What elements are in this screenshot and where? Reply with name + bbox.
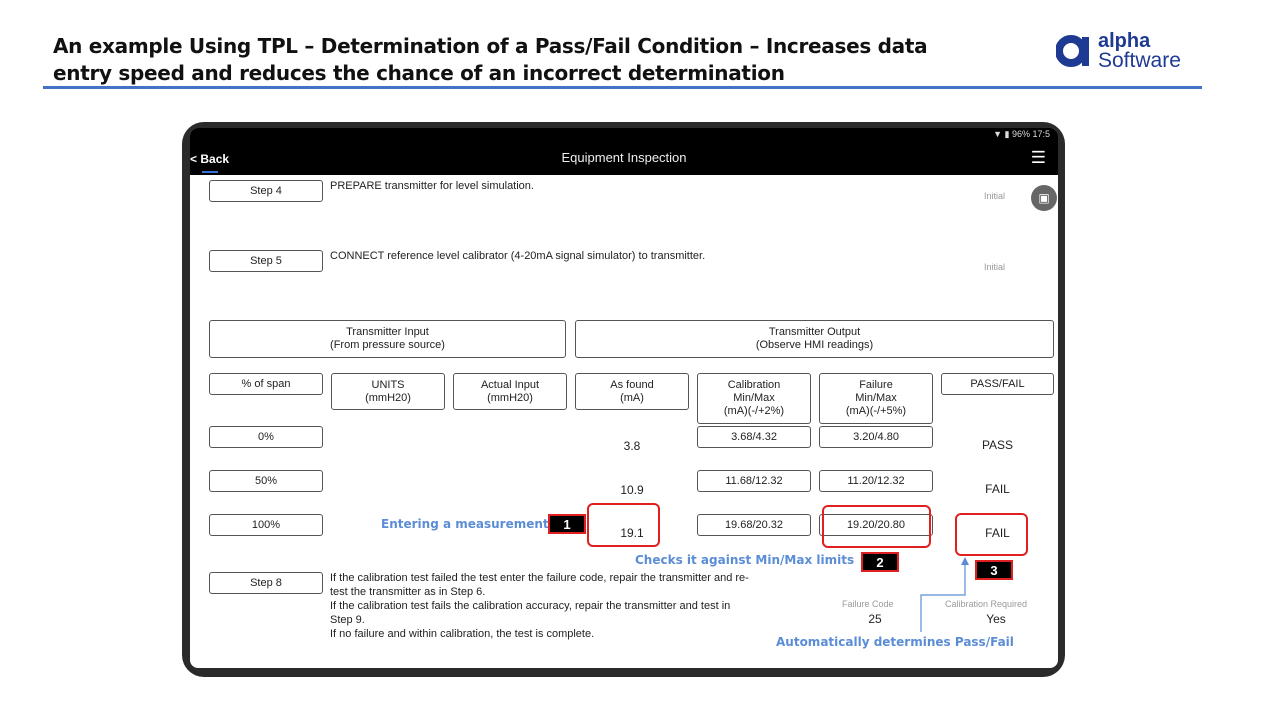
alpha-logo-mark-icon <box>1056 35 1089 67</box>
fail-line2: Min/Max <box>855 392 897 404</box>
units-line2: (mmH20) <box>365 391 411 404</box>
callout-2-text: Checks it against Min/Max limits <box>635 553 855 567</box>
chevron-left-icon: < <box>190 152 198 166</box>
row-100-span[interactable]: 100% <box>209 514 323 536</box>
input-header-line2: (From pressure source) <box>330 339 445 351</box>
row-0-fail: 3.20/4.80 <box>819 426 933 448</box>
col-span-header: % of span <box>209 373 323 395</box>
back-label: Back <box>200 152 230 166</box>
step-8-line-3: If the calibration test fails the calibr… <box>330 600 731 612</box>
callout-2-badge: 2 <box>861 552 899 572</box>
row-50-fail: 11.20/12.32 <box>819 470 933 492</box>
logo-text-software: Software <box>1098 49 1181 72</box>
alpha-software-logo: alpha Software <box>1056 30 1206 75</box>
found-line2: (mA) <box>620 391 644 404</box>
step-8-line-5: If no failure and within calibration, th… <box>330 628 595 640</box>
step-8-text: If the calibration test failed the test … <box>330 571 810 641</box>
row-100-as-found[interactable]: 19.1 <box>620 526 644 540</box>
as-found-highlight <box>587 503 660 547</box>
back-underline <box>202 171 218 173</box>
app-title: Equipment Inspection <box>561 150 687 165</box>
found-line1: As found <box>610 378 654 391</box>
actual-line1: Actual Input <box>480 378 540 391</box>
cal-line1: Calibration <box>727 379 781 391</box>
status-bar: ▼ ▮ 96% 17:5 <box>993 129 1050 139</box>
row-100-cal: 19.68/20.32 <box>697 514 811 536</box>
failure-code-label: Failure Code <box>842 599 894 609</box>
step-5-initial[interactable]: Initial <box>984 262 1006 272</box>
callout-3-badge: 3 <box>975 560 1013 580</box>
col-fail-header: Failure Min/Max (mA)(-/+5%) <box>819 373 933 424</box>
row-0-cal: 3.68/4.32 <box>697 426 811 448</box>
row-100-fail: 19.20/20.80 <box>819 514 933 536</box>
step-4-initial[interactable]: Initial <box>984 191 1006 201</box>
col-cal-header: Calibration Min/Max (mA)(-/+2%) <box>697 373 811 424</box>
logo-text-alpha: alpha <box>1098 30 1151 52</box>
input-header-line1: Transmitter Input <box>346 326 429 338</box>
row-50-cal: 11.68/12.32 <box>697 470 811 492</box>
step-8-line-2: test the transmitter as in Step 6. <box>330 586 486 598</box>
row-50-as-found[interactable]: 10.9 <box>620 483 644 497</box>
transmitter-output-header: Transmitter Output (Observe HMI readings… <box>575 320 1054 358</box>
title-divider <box>43 86 1202 89</box>
cal-line3: (mA)(-/+2%) <box>723 405 785 417</box>
cal-line2: Min/Max <box>733 392 775 404</box>
step-8-line-1: If the calibration test failed the test … <box>330 572 749 584</box>
step-5-button[interactable]: Step 5 <box>209 250 323 272</box>
slide-title: An example Using TPL – Determination of … <box>53 34 928 85</box>
calibration-required-label: Calibration Required <box>945 599 1028 609</box>
step-8-line-4: Step 9. <box>330 614 365 626</box>
transmitter-input-header: Transmitter Input (From pressure source) <box>209 320 566 358</box>
step-8-button[interactable]: Step 8 <box>209 572 323 594</box>
step-4-button[interactable]: Step 4 <box>209 180 323 202</box>
actual-line2: (mmH20) <box>487 391 533 404</box>
row-0-as-found[interactable]: 3.8 <box>623 439 641 453</box>
tablet-screen: ▼ ▮ 96% 17:5 < Back Equipment Inspection… <box>190 128 1058 668</box>
callout-1-text: Entering a measurement <box>381 517 549 531</box>
col-actual-header: Actual Input (mmH20) <box>453 373 567 410</box>
result-highlight <box>955 513 1028 556</box>
row-0-result: PASS <box>981 438 1014 452</box>
col-pass-header: PASS/FAIL <box>941 373 1054 395</box>
callout-3-arrow-icon <box>920 557 969 632</box>
failure-code-value[interactable]: 25 <box>868 612 882 626</box>
failure-limit-highlight <box>822 505 931 548</box>
col-found-header: As found (mA) <box>575 373 689 410</box>
step-4-text: PREPARE transmitter for level simulation… <box>330 180 534 192</box>
output-header-line1: Transmitter Output <box>768 326 861 338</box>
row-100-result: FAIL <box>985 526 1010 540</box>
row-50-result: FAIL <box>985 482 1010 496</box>
calibration-required-value[interactable]: Yes <box>986 612 1006 626</box>
col-units-header: UNITS (mmH20) <box>331 373 445 410</box>
callout-1-badge: 1 <box>548 514 586 534</box>
units-line1: UNITS <box>371 378 405 391</box>
row-0-span[interactable]: 0% <box>209 426 323 448</box>
fail-line3: (mA)(-/+5%) <box>845 405 907 417</box>
row-50-span[interactable]: 50% <box>209 470 323 492</box>
step-5-text: CONNECT reference level calibrator (4-20… <box>330 250 706 262</box>
callout-3-text: Automatically determines Pass/Fail <box>776 635 1014 649</box>
back-button[interactable]: < Back <box>190 152 229 166</box>
document-icon[interactable]: ▣ <box>1031 185 1057 211</box>
app-bar: ▼ ▮ 96% 17:5 < Back Equipment Inspection… <box>190 128 1058 175</box>
hamburger-icon[interactable]: ☰ <box>1030 148 1046 167</box>
output-header-line2: (Observe HMI readings) <box>755 339 874 351</box>
fail-line1: Failure <box>859 379 893 391</box>
